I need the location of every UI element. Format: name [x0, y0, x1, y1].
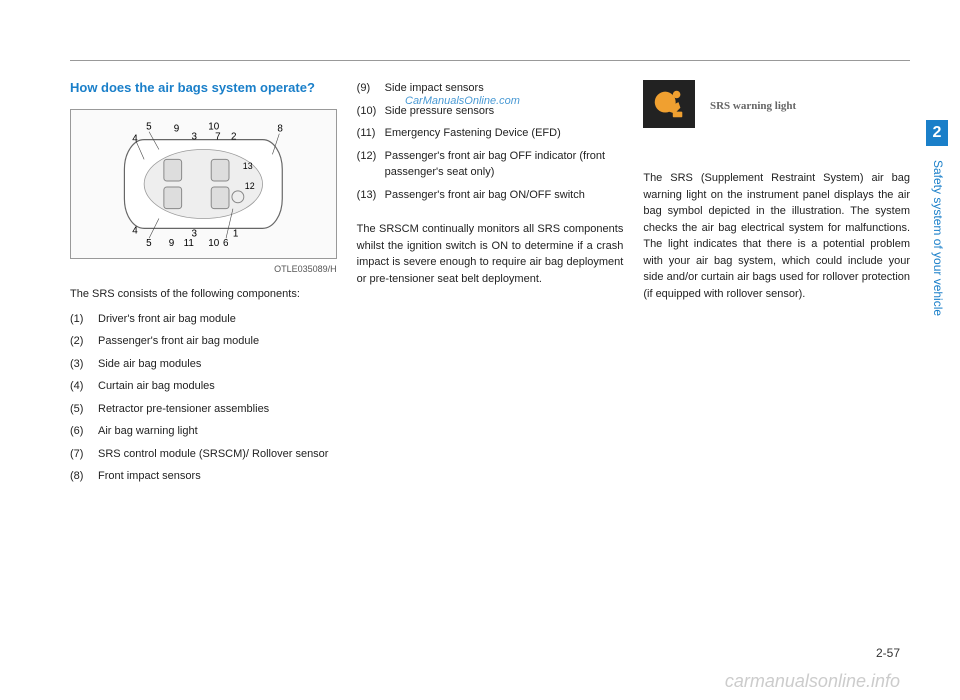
bottom-watermark: carmanualsonline.info — [725, 671, 900, 692]
list-item: (3)Side air bag modules — [70, 356, 337, 373]
diagram-caption: OTLE035089/H — [70, 263, 337, 277]
list-item: (1)Driver's front air bag module — [70, 311, 337, 328]
chapter-title-side: Safety system of your vehicle — [931, 160, 945, 316]
item-text: Curtain air bag modules — [98, 378, 337, 395]
page-number: 2-57 — [876, 646, 900, 660]
list-item: (4)Curtain air bag modules — [70, 378, 337, 395]
top-watermark: CarManualsOnline.com — [405, 95, 520, 107]
list-item: (11)Emergency Fastening Device (EFD) — [357, 125, 624, 142]
item-num: (9) — [357, 80, 385, 97]
svg-text:12: 12 — [245, 181, 255, 191]
svg-text:3: 3 — [191, 228, 197, 239]
list-item: (13)Passenger's front air bag ON/OFF swi… — [357, 187, 624, 204]
list-item: (5)Retractor pre-tensioner assemblies — [70, 401, 337, 418]
svg-text:13: 13 — [243, 161, 253, 171]
item-num: (6) — [70, 423, 98, 440]
svg-text:8: 8 — [277, 124, 283, 135]
item-num: (1) — [70, 311, 98, 328]
content-columns: How does the air bags system operate? 5 … — [70, 70, 910, 491]
item-text: Passenger's front air bag module — [98, 333, 337, 350]
list-item: (6)Air bag warning light — [70, 423, 337, 440]
item-num: (3) — [70, 356, 98, 373]
svg-text:3: 3 — [191, 131, 197, 142]
srs-para: The SRS (Supplement Restraint System) ai… — [643, 170, 910, 302]
svg-text:6: 6 — [223, 238, 229, 249]
svg-text:7: 7 — [215, 131, 220, 142]
item-text: Front impact sensors — [98, 468, 337, 485]
svg-text:4: 4 — [132, 133, 138, 144]
item-text: Side air bag modules — [98, 356, 337, 373]
svg-text:1: 1 — [233, 228, 238, 239]
svg-text:9: 9 — [169, 238, 175, 249]
column-2: (9)Side impact sensors (10)Side pressure… — [357, 70, 624, 491]
item-text: Driver's front air bag module — [98, 311, 337, 328]
column-1: How does the air bags system operate? 5 … — [70, 70, 337, 491]
item-num: (8) — [70, 468, 98, 485]
column-3: The SRS (Supplement Restraint System) ai… — [643, 70, 910, 491]
svg-text:11: 11 — [184, 238, 194, 249]
section-title: How does the air bags system operate? — [70, 80, 337, 97]
svg-text:5: 5 — [146, 122, 152, 133]
srs-warning-label: SRS warning light — [710, 100, 796, 112]
item-text: Air bag warning light — [98, 423, 337, 440]
item-num: (13) — [357, 187, 385, 204]
item-num: (10) — [357, 103, 385, 120]
item-num: (5) — [70, 401, 98, 418]
item-text: Retractor pre-tensioner assemblies — [98, 401, 337, 418]
list-item: (12)Passenger's front air bag OFF indica… — [357, 148, 624, 181]
item-num: (11) — [357, 125, 385, 142]
intro-text: The SRS consists of the following compon… — [70, 286, 337, 303]
list-item: (2)Passenger's front air bag module — [70, 333, 337, 350]
svg-text:10: 10 — [208, 238, 219, 249]
item-num: (2) — [70, 333, 98, 350]
car-diagram: 5 4 9 3 10 7 2 8 13 12 4 5 9 11 3 10 6 1 — [70, 109, 337, 259]
svg-text:2: 2 — [231, 131, 236, 142]
list-item: (7)SRS control module (SRSCM)/ Rollover … — [70, 446, 337, 463]
svg-text:5: 5 — [146, 238, 152, 249]
svg-text:9: 9 — [174, 124, 180, 135]
item-num: (7) — [70, 446, 98, 463]
item-text: SRS control module (SRSCM)/ Rollover sen… — [98, 446, 337, 463]
chapter-number-tab: 2 — [926, 120, 948, 146]
header-rule — [70, 60, 910, 61]
list-item: (8)Front impact sensors — [70, 468, 337, 485]
svg-text:4: 4 — [132, 225, 138, 236]
item-num: (12) — [357, 148, 385, 181]
srscm-para: The SRSCM continually monitors all SRS c… — [357, 221, 624, 287]
item-num: (4) — [70, 378, 98, 395]
item-text: Emergency Fastening Device (EFD) — [385, 125, 624, 142]
item-text: Passenger's front air bag OFF indicator … — [385, 148, 624, 181]
airbag-warning-icon — [643, 80, 695, 128]
item-text: Passenger's front air bag ON/OFF switch — [385, 187, 624, 204]
